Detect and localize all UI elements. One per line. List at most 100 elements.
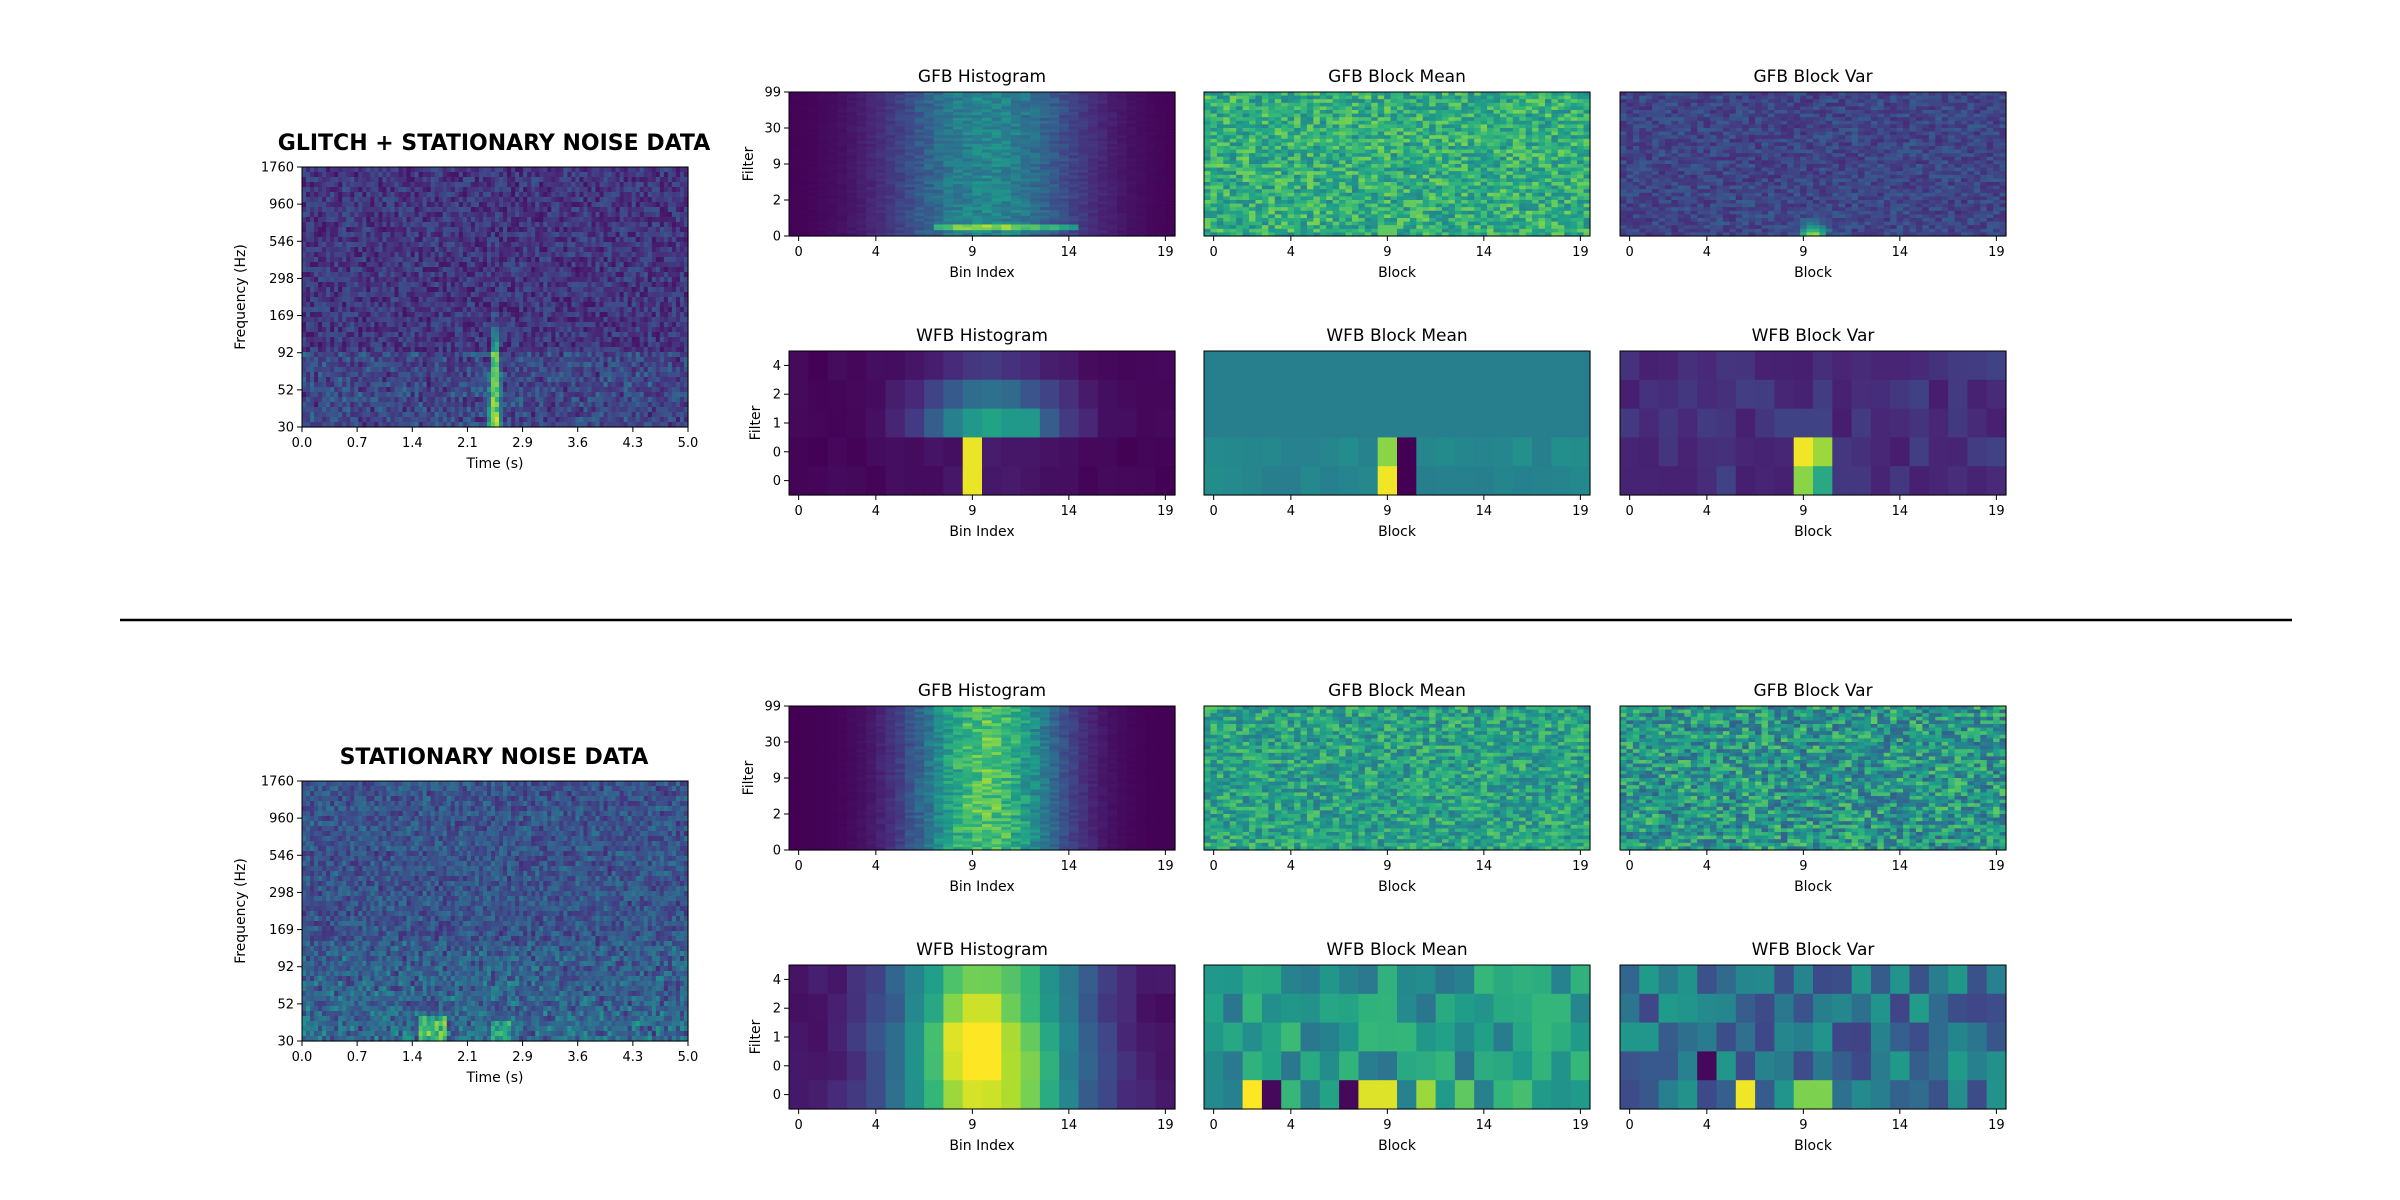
spectrogram-cell <box>419 222 424 228</box>
spectrogram-cell <box>600 167 605 173</box>
spectrogram-cell <box>394 167 399 173</box>
spectrogram-cell <box>459 197 464 203</box>
spectrogram-cell <box>407 182 412 188</box>
spectrogram-cell <box>567 237 572 243</box>
spectrogram-cell <box>471 182 476 188</box>
spectrogram-cell <box>551 202 556 208</box>
spectrogram-cell <box>411 217 416 223</box>
spectrogram-cell <box>515 182 520 188</box>
spectrogram-cell <box>314 222 319 228</box>
spectrogram-cell <box>354 207 359 213</box>
spectrogram-cell <box>342 197 347 203</box>
spectrogram-cell <box>495 237 500 243</box>
spectrogram-cell <box>616 192 621 198</box>
spectrogram-cell <box>330 197 335 203</box>
spectrogram-cell <box>575 207 580 213</box>
spectrogram-cell <box>463 237 468 243</box>
spectrogram-cell <box>507 187 512 193</box>
spectrogram-cell <box>495 197 500 203</box>
spectrogram-cell <box>443 247 448 253</box>
spectrogram-cell <box>326 167 331 173</box>
spectrogram-cell <box>394 227 399 233</box>
spectrogram-cell <box>318 167 323 173</box>
spectrogram-cell <box>390 207 395 213</box>
spectrogram-cell <box>338 172 343 178</box>
spectrogram-cell <box>555 172 560 178</box>
spectrogram-cell <box>503 177 508 183</box>
spectrogram-cell <box>463 197 468 203</box>
spectrogram-cell <box>346 187 351 193</box>
spectrogram-cell <box>656 207 661 213</box>
spectrogram-cell <box>318 237 323 243</box>
spectrogram-cell <box>399 227 404 233</box>
spectrogram-cell <box>310 192 315 198</box>
spectrogram-cell <box>660 237 665 243</box>
spectrogram-cell <box>318 177 323 183</box>
spectrogram-cell <box>668 177 673 183</box>
spectrogram-cell <box>366 237 371 243</box>
spectrogram-cell <box>427 182 432 188</box>
spectrogram-cell <box>559 187 564 193</box>
spectrogram-cell <box>527 212 532 218</box>
spectrogram-cell <box>547 207 552 213</box>
spectrogram-cell <box>346 202 351 208</box>
spectrogram-cell <box>302 232 307 238</box>
spectrogram-cell <box>515 167 520 173</box>
spectrogram-cell <box>419 182 424 188</box>
spectrogram-cell <box>403 207 408 213</box>
spectrogram-cell <box>640 167 645 173</box>
spectrogram-cell <box>370 247 375 253</box>
spectrogram-cell <box>503 192 508 198</box>
spectrogram-cell <box>407 167 412 173</box>
spectrogram-cell <box>382 222 387 228</box>
spectrogram-cell <box>487 202 492 208</box>
spectrogram-cell <box>676 237 681 243</box>
spectrogram-cell <box>620 227 625 233</box>
spectrogram-cell <box>523 232 528 238</box>
spectrogram-cell <box>366 187 371 193</box>
spectrogram-cell <box>443 232 448 238</box>
spectrogram-cell <box>592 187 597 193</box>
spectrogram-cell <box>467 222 472 228</box>
spectrogram-cell <box>435 222 440 228</box>
spectrogram-cell <box>386 217 391 223</box>
spectrogram-cell <box>435 172 440 178</box>
spectrogram-cell <box>547 197 552 203</box>
spectrogram-cell <box>394 177 399 183</box>
spectrogram-cell <box>604 227 609 233</box>
spectrogram-cell <box>559 242 564 248</box>
spectrogram-cell <box>636 242 641 248</box>
spectrogram-cell <box>535 202 540 208</box>
spectrogram-cell <box>616 177 621 183</box>
spectrogram-cell <box>326 237 331 243</box>
spectrogram-cell <box>419 247 424 253</box>
spectrogram-cell <box>636 192 641 198</box>
spectrogram-cell <box>616 167 621 173</box>
spectrogram-cell <box>507 237 512 243</box>
spectrogram-cell <box>358 227 363 233</box>
spectrogram-cell <box>346 222 351 228</box>
spectrogram-cell <box>455 202 460 208</box>
spectrogram-cell <box>563 202 568 208</box>
spectrogram-cell <box>362 207 367 213</box>
spectrogram-cell <box>415 177 420 183</box>
spectrogram-cell <box>596 172 601 178</box>
spectrogram-cell <box>491 207 496 213</box>
spectrogram-cell <box>467 172 472 178</box>
spectrogram-cell <box>390 172 395 178</box>
spectrogram-cell <box>612 222 617 228</box>
spectrogram-cell <box>628 167 633 173</box>
spectrogram-cell <box>455 207 460 213</box>
spectrogram-cell <box>455 222 460 228</box>
spectrogram-cell <box>648 242 653 248</box>
spectrogram-cell <box>624 242 629 248</box>
spectrogram-cell <box>382 242 387 248</box>
spectrogram-cell <box>579 227 584 233</box>
spectrogram-cell <box>543 177 548 183</box>
spectrogram-cell <box>656 177 661 183</box>
spectrogram-cell <box>620 232 625 238</box>
spectrogram-cell <box>539 222 544 228</box>
spectrogram-cell <box>664 212 669 218</box>
spectrogram-cell <box>350 202 355 208</box>
spectrogram-cell <box>346 177 351 183</box>
